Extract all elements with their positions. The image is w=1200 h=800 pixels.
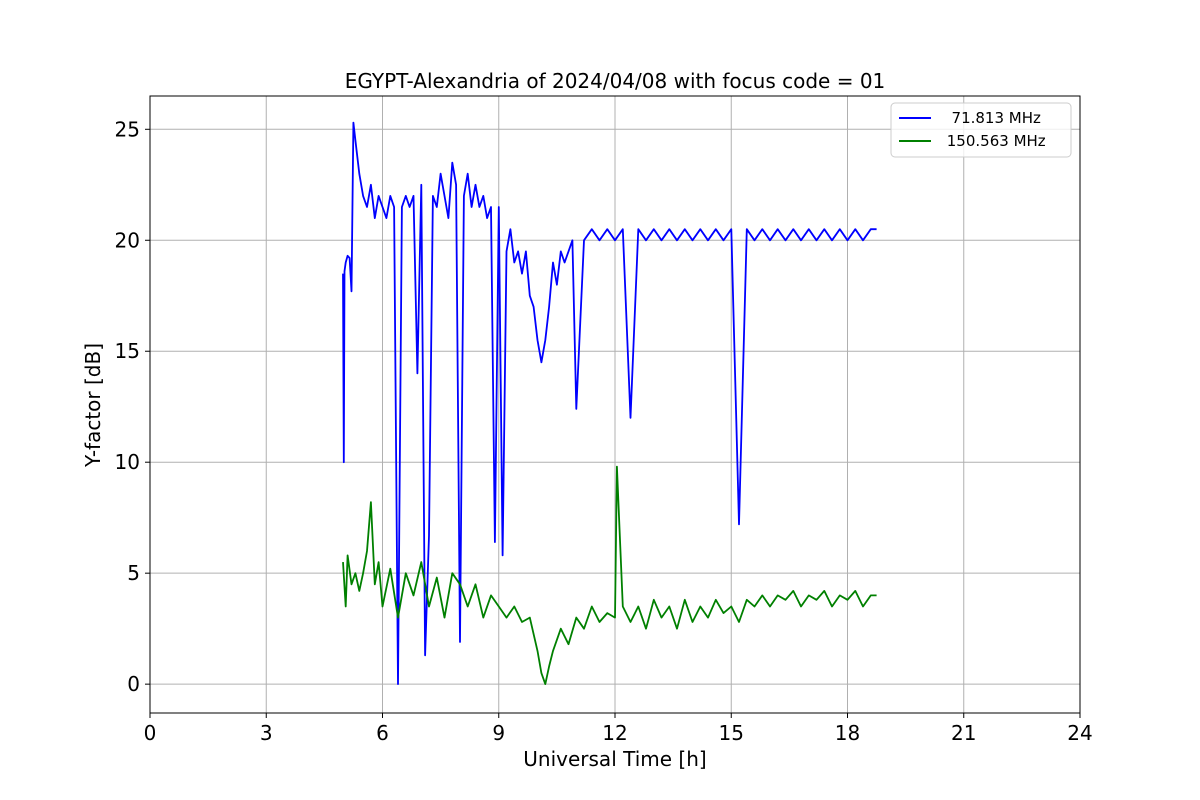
y-tick-label: 10 xyxy=(115,450,140,474)
y-tick-label: 25 xyxy=(115,117,140,141)
series-line-1 xyxy=(342,465,877,685)
legend: 71.813 MHz 150.563 MHz xyxy=(890,102,1072,158)
legend-box xyxy=(890,102,1072,158)
x-tick-label: 0 xyxy=(144,721,157,745)
x-tick-label: 3 xyxy=(260,721,273,745)
y-tick-label: 20 xyxy=(115,228,140,252)
y-axis-label: Y-factor [dB] xyxy=(81,343,105,468)
y-tick-label: 15 xyxy=(115,339,140,363)
x-tick-label: 18 xyxy=(835,721,860,745)
tick-layer: 0 3 6 9 12 15 18 21 24 0 5 10 15 20 25 xyxy=(115,117,1093,745)
x-tick-label: 24 xyxy=(1067,721,1092,745)
y-tick-label: 5 xyxy=(127,561,140,585)
x-axis-label: Universal Time [h] xyxy=(523,747,706,771)
x-tick-label: 6 xyxy=(376,721,389,745)
chart-title: EGYPT-Alexandria of 2024/04/08 with focu… xyxy=(345,69,886,93)
x-tick-label: 21 xyxy=(951,721,976,745)
legend-label-150-563: 150.563 MHz xyxy=(942,132,1046,150)
series-layer xyxy=(342,121,877,685)
x-tick-label: 15 xyxy=(719,721,744,745)
x-tick-label: 12 xyxy=(602,721,627,745)
x-tick-label: 9 xyxy=(492,721,505,745)
series-line-0 xyxy=(342,121,877,685)
y-tick-label: 0 xyxy=(127,672,140,696)
legend-label-71-813: 71.813 MHz xyxy=(942,109,1041,127)
